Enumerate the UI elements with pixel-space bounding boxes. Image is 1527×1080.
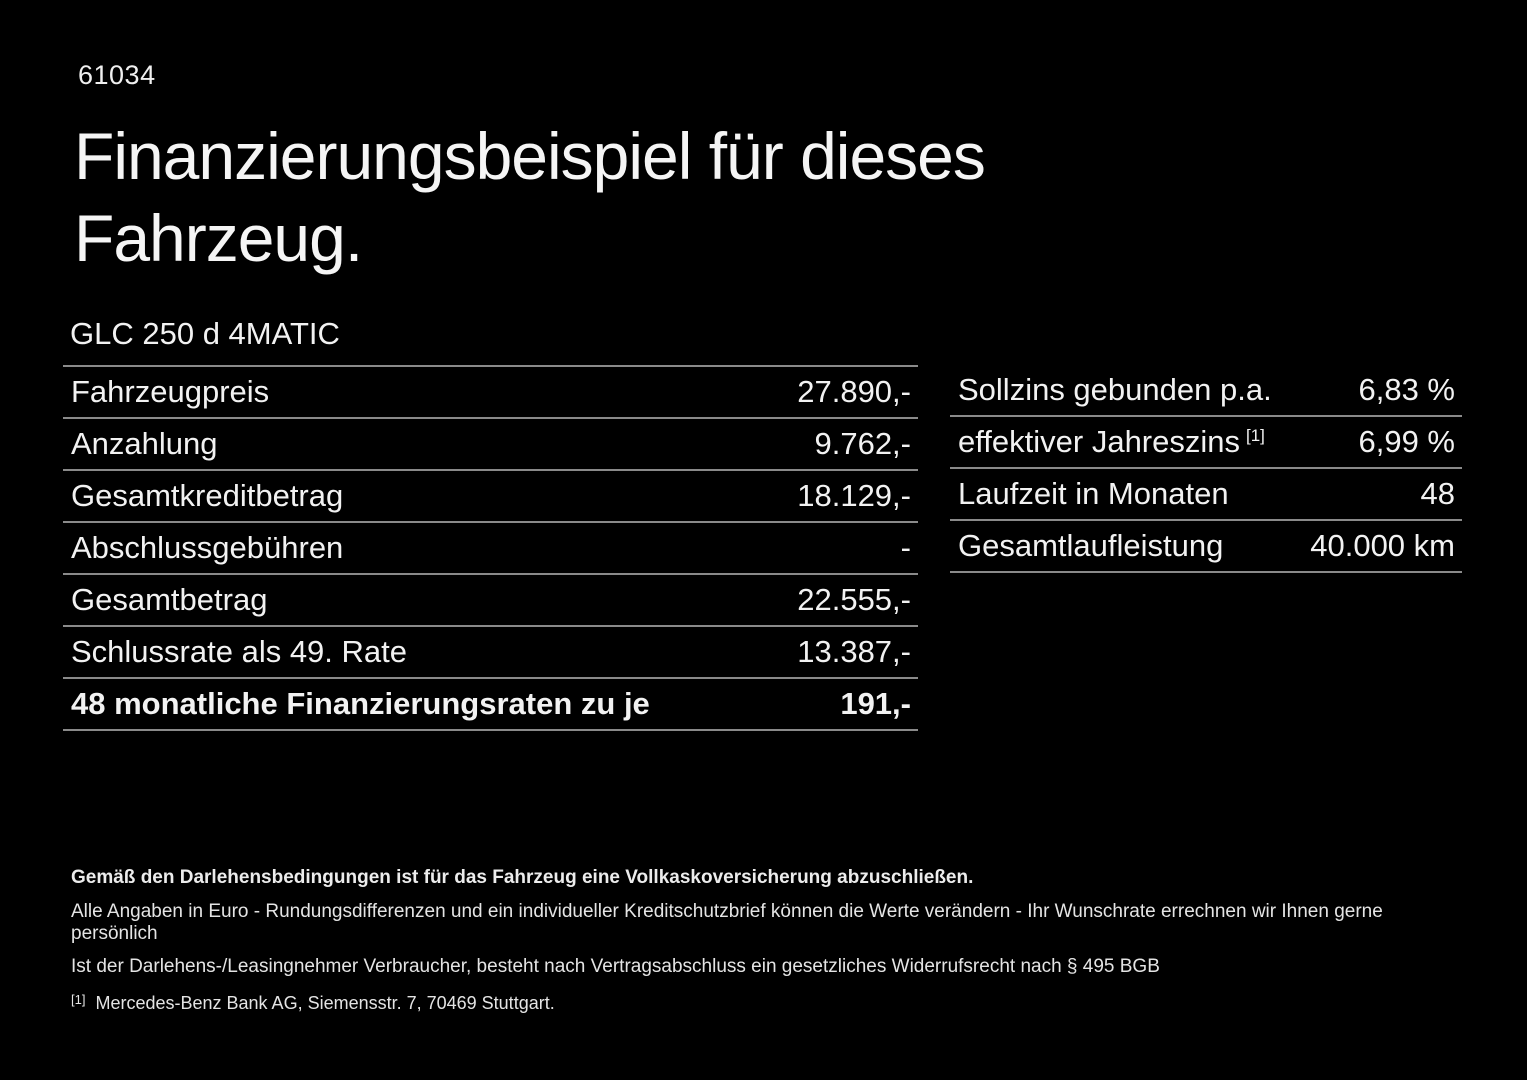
financing-tables: Fahrzeugpreis 27.890,- Anzahlung 9.762,-… <box>63 365 1462 731</box>
footnote-marker: [1] <box>71 992 86 1007</box>
footnote-bank-address: [1] Mercedes-Benz Bank AG, Siemensstr. 7,… <box>71 992 1462 1014</box>
row-value: 18.129,- <box>797 478 911 513</box>
financing-conditions-table: Sollzins gebunden p.a. 6,83 % effektiver… <box>950 365 1462 573</box>
row-gesamtkreditbetrag: Gesamtkreditbetrag 18.129,- <box>63 469 918 521</box>
row-fahrzeugpreis: Fahrzeugpreis 27.890,- <box>63 365 918 417</box>
page-title-line2: Fahrzeug. <box>74 201 363 275</box>
vehicle-model-name: GLC 250 d 4MATIC <box>70 316 340 351</box>
row-laufzeit: Laufzeit in Monaten 48 <box>950 469 1462 521</box>
row-label: Sollzins gebunden p.a. <box>958 372 1272 407</box>
row-value: 6,83 % <box>1358 372 1455 407</box>
row-value: 9.762,- <box>814 426 911 461</box>
footnote-text: Mercedes-Benz Bank AG, Siemensstr. 7, 70… <box>95 993 555 1013</box>
row-abschlussgebuehren: Abschlussgebühren - <box>63 521 918 573</box>
row-gesamtlaufleistung: Gesamtlaufleistung 40.000 km <box>950 521 1462 573</box>
financing-amounts-table: Fahrzeugpreis 27.890,- Anzahlung 9.762,-… <box>63 365 918 731</box>
disclaimer-line-1: Alle Angaben in Euro - Rundungsdifferenz… <box>71 901 1383 944</box>
document-id: 61034 <box>78 60 156 90</box>
row-label: effektiver Jahreszins [1] <box>958 424 1265 459</box>
legal-footer: Gemäß den Darlehensbedingungen ist für d… <box>71 867 1462 1014</box>
row-sollzins: Sollzins gebunden p.a. 6,83 % <box>950 365 1462 417</box>
row-anzahlung: Anzahlung 9.762,- <box>63 417 918 469</box>
row-label: Anzahlung <box>71 426 218 461</box>
row-label: Schlussrate als 49. Rate <box>71 634 408 669</box>
row-value: 40.000 km <box>1310 528 1455 563</box>
insurance-note: Gemäß den Darlehensbedingungen ist für d… <box>71 867 974 888</box>
row-label: Gesamtbetrag <box>71 582 268 617</box>
footnote-reference: [1] <box>1246 425 1265 445</box>
row-gesamtbetrag: Gesamtbetrag 22.555,- <box>63 573 918 625</box>
page-title-line1: Finanzierungsbeispiel für dieses <box>74 119 986 193</box>
row-label: Fahrzeugpreis <box>71 374 270 409</box>
row-label: Abschlussgebühren <box>71 530 344 565</box>
row-value: - <box>900 530 911 565</box>
row-value: 6,99 % <box>1358 424 1455 459</box>
row-value: 22.555,- <box>797 582 911 617</box>
row-label: Laufzeit in Monaten <box>958 476 1229 511</box>
row-label: Gesamtkreditbetrag <box>71 478 344 513</box>
row-monatsraten: 48 monatliche Finanzierungsraten zu je 1… <box>63 677 918 729</box>
disclaimer-line-2: Ist der Darlehens-/Leasingnehmer Verbrau… <box>71 956 1160 977</box>
row-label: Gesamtlaufleistung <box>958 528 1224 563</box>
page-title: Finanzierungsbeispiel für dieses Fahrzeu… <box>74 115 1462 279</box>
row-effektiver-jahreszins: effektiver Jahreszins [1] 6,99 % <box>950 417 1462 469</box>
row-schlussrate: Schlussrate als 49. Rate 13.387,- <box>63 625 918 677</box>
row-label: 48 monatliche Finanzierungsraten zu je <box>71 686 650 721</box>
row-value: 27.890,- <box>797 374 911 409</box>
row-value: 48 <box>1420 476 1455 511</box>
row-value: 13.387,- <box>797 634 911 669</box>
row-value: 191,- <box>840 686 911 721</box>
